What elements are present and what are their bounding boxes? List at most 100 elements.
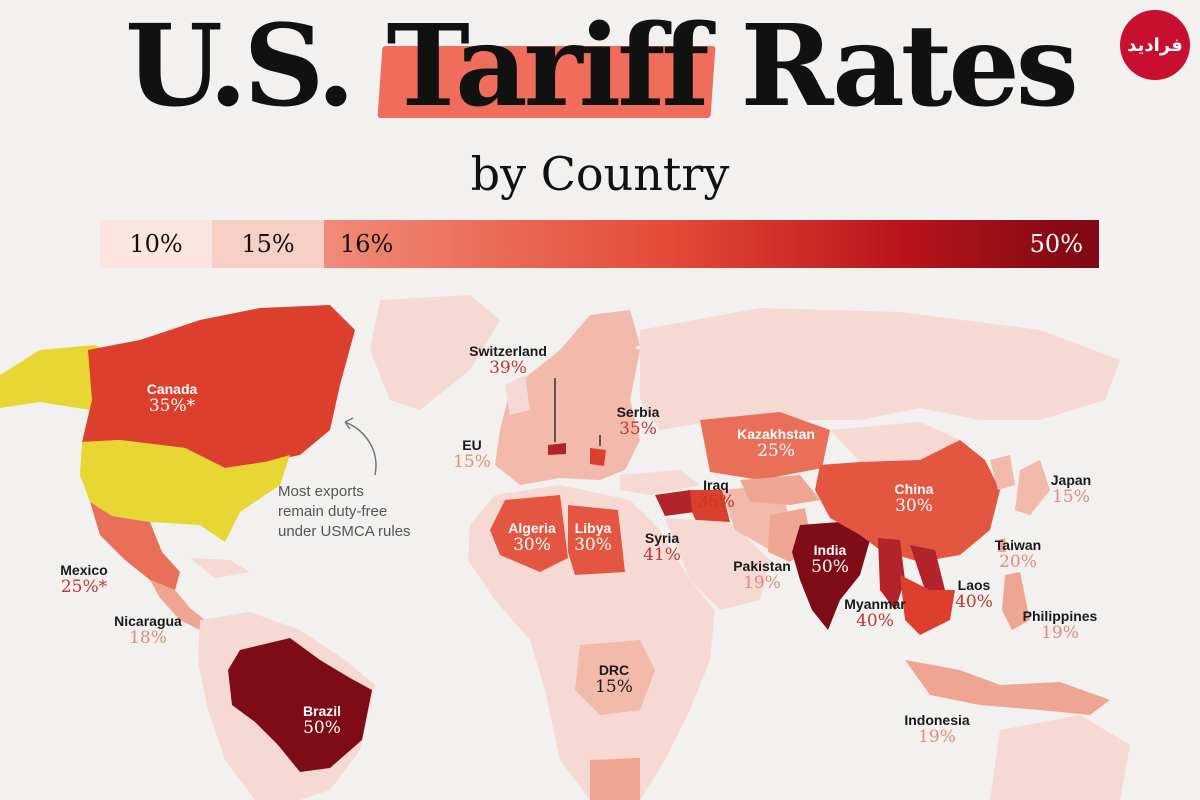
label-libya: Libya 30% [574, 520, 612, 556]
label-kazakhstan: Kazakhstan 25% [737, 426, 815, 462]
laos-shape [910, 545, 945, 590]
label-brazil-name: Brazil [302, 703, 342, 719]
label-taiwan: Taiwan 20% [995, 537, 1041, 573]
label-syria: Syria 41% [643, 530, 681, 566]
mexico-shape [90, 502, 180, 590]
label-philippines: Philippines 19% [1023, 608, 1098, 644]
label-nicaragua: Nicaragua 18% [114, 613, 182, 649]
label-philippines-name: Philippines [1022, 608, 1098, 624]
legend-label-10: 10% [129, 230, 183, 258]
label-mexico-rate: 25%* [60, 577, 108, 598]
label-algeria-rate: 30% [513, 535, 551, 556]
label-brazil-rate: 50% [303, 718, 341, 739]
label-eu-name: EU [462, 437, 482, 453]
label-nicaragua-name: Nicaragua [114, 613, 182, 629]
japan-shape [1015, 460, 1050, 515]
label-nicaragua-rate: 18% [129, 628, 167, 649]
label-canada-name: Canada [146, 381, 198, 397]
russia-shape [640, 308, 1120, 430]
serbia-shape [590, 448, 606, 466]
label-switzerland-rate: 39% [489, 358, 527, 379]
australia-shape [990, 715, 1130, 800]
label-india-name: India [813, 542, 847, 558]
uk-shape [505, 375, 530, 415]
label-drc: DRC 15% [595, 662, 633, 698]
iraq-shape [690, 490, 730, 530]
usmca-note-arrowhead [344, 417, 354, 430]
mongolia-shape [830, 422, 960, 462]
usmca-note-line-1: Most exports [278, 483, 364, 500]
greenland-shape [370, 295, 500, 410]
legend-gradient: 16% 50% [324, 220, 1099, 268]
label-myanmar: Myanmar 40% [844, 596, 905, 632]
usmca-note-arrow [344, 421, 377, 476]
caribbean-shape [190, 558, 250, 578]
usmca-note-line-2: remain duty-free [278, 503, 388, 520]
thailand-vietnam-shape [900, 575, 955, 635]
label-pakistan: Pakistan 19% [733, 558, 791, 594]
title-tariff: Tariff [386, 0, 709, 142]
label-switzerland-name: Switzerland [469, 343, 547, 359]
label-brazil: Brazil 50% [303, 703, 341, 739]
label-drc-name: DRC [598, 662, 630, 678]
arabia-shape [665, 518, 770, 610]
title-rates: Rates [740, 1, 1079, 132]
scandinavia-shape [560, 310, 640, 360]
label-canada: Canada 35%* [147, 381, 198, 417]
kazakhstan-shape [700, 412, 830, 480]
label-serbia: Serbia 35% [617, 404, 660, 440]
switzerland-shape [548, 443, 566, 455]
europe-shape [495, 335, 640, 485]
label-japan-rate: 15% [1052, 487, 1090, 508]
label-laos-name: Laos [957, 577, 991, 593]
label-laos: Laos 40% [955, 577, 993, 613]
subtitle: by Country [470, 147, 730, 201]
label-switzerland: Switzerland 39% [469, 343, 547, 379]
label-indonesia: Indonesia 19% [904, 712, 969, 748]
label-algeria: Algeria 30% [508, 520, 555, 556]
legend-label-15: 15% [241, 230, 295, 258]
label-japan: Japan 15% [1051, 472, 1091, 508]
label-indonesia-rate: 19% [918, 727, 956, 748]
label-drc-rate: 15% [595, 677, 633, 698]
indonesia-shape [905, 660, 1110, 715]
label-canada-rate: 35%* [148, 396, 196, 417]
label-serbia-rate: 35% [619, 419, 657, 440]
brazil-shape [228, 638, 372, 772]
china-shape [815, 440, 1000, 562]
libya-shape [568, 505, 625, 575]
label-india-rate: 50% [811, 557, 849, 578]
turkey-shape [620, 470, 700, 495]
label-japan-name: Japan [1050, 472, 1092, 488]
algeria-shape [490, 495, 568, 572]
label-china: China 30% [895, 481, 934, 517]
central-america-shape [150, 580, 205, 630]
korea-shape [990, 455, 1015, 490]
label-taiwan-rate: 20% [999, 552, 1037, 573]
label-iraq-name: Iraq [703, 477, 729, 493]
usmca-note: Most exports remain duty-free under USMC… [278, 482, 411, 542]
logo-text: فرادید [1127, 34, 1183, 56]
label-libya-name: Libya [574, 520, 612, 536]
label-kazakhstan-name: Kazakhstan [737, 426, 815, 442]
label-myanmar-name: Myanmar [844, 596, 906, 612]
label-eu: EU 15% [453, 437, 491, 473]
philippines-shape [1002, 572, 1030, 630]
label-serbia-name: Serbia [616, 404, 660, 420]
label-china-name: China [894, 481, 934, 497]
label-eu-rate: 15% [453, 452, 491, 473]
label-pakistan-name: Pakistan [733, 558, 791, 574]
label-algeria-name: Algeria [508, 520, 556, 536]
world-map [0, 295, 1130, 800]
label-taiwan-name: Taiwan [994, 537, 1042, 553]
label-myanmar-rate: 40% [856, 611, 894, 632]
label-mexico-name: Mexico [60, 562, 108, 578]
main-title: U.S. Tariff Rates [0, 0, 1200, 142]
south-africa-shape [590, 758, 640, 800]
label-philippines-rate: 19% [1041, 623, 1079, 644]
legend-label-16: 16% [340, 230, 394, 258]
label-libya-rate: 30% [574, 535, 612, 556]
syria-shape [655, 490, 695, 516]
label-syria-rate: 41% [643, 545, 681, 566]
